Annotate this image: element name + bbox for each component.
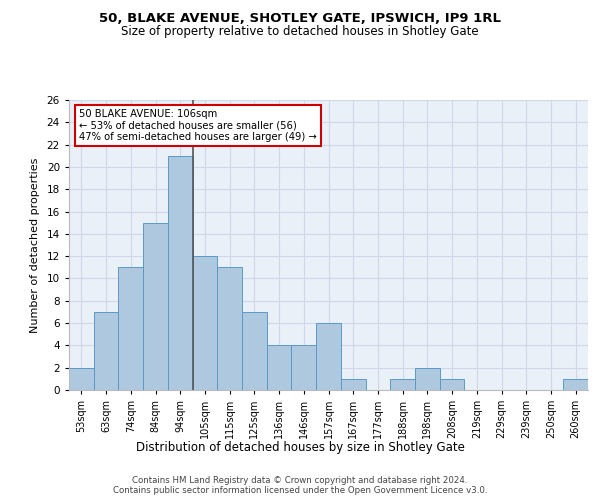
Bar xyxy=(94,312,118,390)
Y-axis label: Number of detached properties: Number of detached properties xyxy=(30,158,40,332)
Text: 50, BLAKE AVENUE, SHOTLEY GATE, IPSWICH, IP9 1RL: 50, BLAKE AVENUE, SHOTLEY GATE, IPSWICH,… xyxy=(99,12,501,26)
Bar xyxy=(292,346,316,390)
Bar xyxy=(563,379,588,390)
Bar xyxy=(69,368,94,390)
Bar xyxy=(341,379,365,390)
Bar xyxy=(217,268,242,390)
Text: Distribution of detached houses by size in Shotley Gate: Distribution of detached houses by size … xyxy=(136,441,464,454)
Text: 50 BLAKE AVENUE: 106sqm
← 53% of detached houses are smaller (56)
47% of semi-de: 50 BLAKE AVENUE: 106sqm ← 53% of detache… xyxy=(79,108,317,142)
Bar xyxy=(440,379,464,390)
Bar xyxy=(168,156,193,390)
Bar xyxy=(193,256,217,390)
Bar xyxy=(267,346,292,390)
Bar xyxy=(242,312,267,390)
Bar xyxy=(316,323,341,390)
Bar xyxy=(415,368,440,390)
Bar xyxy=(390,379,415,390)
Text: Size of property relative to detached houses in Shotley Gate: Size of property relative to detached ho… xyxy=(121,25,479,38)
Text: Contains HM Land Registry data © Crown copyright and database right 2024.: Contains HM Land Registry data © Crown c… xyxy=(132,476,468,485)
Bar xyxy=(118,268,143,390)
Text: Contains public sector information licensed under the Open Government Licence v3: Contains public sector information licen… xyxy=(113,486,487,495)
Bar xyxy=(143,222,168,390)
